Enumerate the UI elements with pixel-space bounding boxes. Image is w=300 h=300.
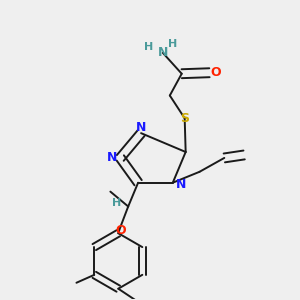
Text: N: N [176, 178, 186, 191]
Text: S: S [180, 112, 189, 125]
Text: H: H [168, 39, 177, 49]
Text: N: N [107, 152, 118, 164]
Text: O: O [210, 66, 221, 79]
Text: H: H [112, 197, 121, 208]
Text: O: O [115, 224, 126, 237]
Text: N: N [158, 46, 168, 59]
Text: H: H [144, 42, 154, 52]
Text: N: N [136, 121, 146, 134]
